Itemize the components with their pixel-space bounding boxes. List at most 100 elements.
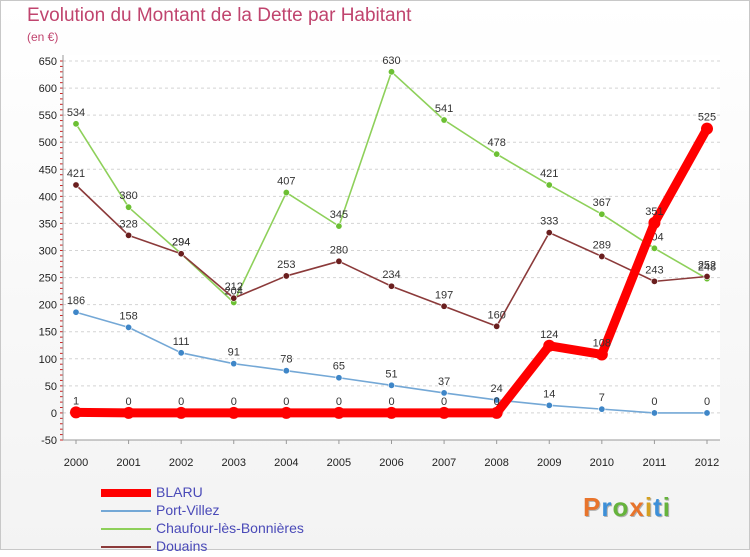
data-label-port-villez: 0 — [651, 396, 657, 408]
data-point-blaru — [701, 122, 713, 135]
data-point-blaru — [175, 406, 188, 419]
data-point-port-villez — [703, 409, 711, 417]
data-label-chaufour-l-s-bonni-res: 541 — [435, 103, 453, 115]
data-label-douains: 421 — [67, 168, 85, 180]
x-tick-label: 2005 — [327, 457, 351, 469]
data-point-port-villez — [72, 308, 80, 316]
data-label-blaru: 0 — [178, 396, 184, 408]
data-point-chaufour-l-s-bonni-res — [125, 203, 133, 211]
legend-swatch — [101, 528, 151, 530]
data-label-chaufour-l-s-bonni-res: 367 — [593, 197, 611, 209]
data-label-chaufour-l-s-bonni-res: 294 — [172, 237, 190, 249]
data-label-port-villez: 0 — [704, 396, 710, 408]
x-tick-label: 2003 — [222, 457, 246, 469]
y-tick-label: 450 — [39, 164, 57, 176]
data-label-blaru: 108 — [593, 337, 611, 349]
data-label-port-villez: 65 — [333, 361, 345, 373]
y-tick-label: 350 — [39, 218, 57, 230]
proxiti-logo: Proxiti — [583, 492, 671, 522]
data-label-blaru: 0 — [441, 396, 447, 408]
x-tick-label: 2007 — [432, 457, 456, 469]
data-point-douains — [703, 272, 711, 280]
data-label-blaru: 525 — [698, 112, 716, 124]
data-label-douains: 197 — [435, 289, 453, 301]
data-label-chaufour-l-s-bonni-res: 478 — [487, 137, 505, 149]
x-tick-label: 2006 — [379, 457, 403, 469]
legend-label: BLARU — [156, 484, 203, 500]
data-point-port-villez — [387, 381, 395, 389]
data-point-douains — [440, 302, 448, 310]
x-tick-label: 2011 — [643, 457, 667, 469]
data-label-port-villez: 37 — [438, 376, 450, 388]
data-label-douains: 234 — [382, 269, 400, 281]
data-point-port-villez — [440, 389, 448, 397]
chart-unit-label: (en €) — [27, 30, 59, 44]
data-label-port-villez: 186 — [67, 295, 85, 307]
data-point-douains — [335, 257, 343, 265]
data-point-blaru — [595, 348, 608, 361]
data-label-port-villez: 78 — [280, 354, 292, 366]
data-label-chaufour-l-s-bonni-res: 380 — [119, 190, 137, 202]
data-point-blaru — [122, 406, 135, 419]
data-label-blaru: 0 — [336, 396, 342, 408]
y-tick-label: 50 — [45, 381, 57, 393]
data-point-blaru — [438, 406, 451, 419]
data-point-douains — [177, 250, 185, 258]
data-point-chaufour-l-s-bonni-res — [493, 150, 501, 158]
data-point-blaru — [648, 216, 661, 229]
y-tick-label: 600 — [39, 83, 57, 95]
data-label-chaufour-l-s-bonni-res: 248 — [698, 262, 716, 274]
y-tick-label: 550 — [39, 110, 57, 122]
data-label-port-villez: 111 — [173, 336, 190, 348]
data-point-port-villez — [335, 374, 343, 382]
y-tick-label: -50 — [41, 435, 57, 447]
data-point-port-villez — [493, 396, 501, 404]
data-label-port-villez: 91 — [228, 347, 240, 359]
data-label-chaufour-l-s-bonni-res: 630 — [382, 55, 400, 67]
data-label-blaru: 0 — [283, 396, 289, 408]
data-label-douains: 289 — [593, 239, 611, 251]
data-point-douains — [387, 282, 395, 290]
data-label-chaufour-l-s-bonni-res: 345 — [330, 209, 348, 221]
plot-area — [63, 55, 720, 440]
data-point-blaru — [490, 406, 503, 419]
data-point-port-villez — [545, 401, 553, 409]
data-label-blaru: 124 — [540, 329, 558, 341]
x-tick-label: 2008 — [484, 457, 508, 469]
data-point-douains — [282, 272, 290, 280]
data-label-douains: 252 — [698, 259, 716, 271]
legend-swatch — [101, 489, 151, 497]
data-label-douains: 160 — [487, 309, 505, 321]
data-label-douains: 212 — [225, 281, 243, 293]
x-tick-label: 2004 — [274, 457, 298, 469]
data-point-port-villez — [125, 323, 133, 331]
data-point-port-villez — [282, 367, 290, 375]
data-point-douains — [230, 294, 238, 302]
data-point-blaru — [70, 406, 82, 419]
data-label-douains: 280 — [330, 244, 348, 256]
data-point-blaru — [332, 406, 345, 419]
legend-label: Douains — [156, 538, 208, 554]
data-point-blaru — [543, 339, 556, 352]
data-label-blaru: 0 — [231, 396, 237, 408]
data-point-douains — [493, 322, 501, 330]
data-point-douains — [545, 229, 553, 237]
data-label-chaufour-l-s-bonni-res: 421 — [540, 168, 558, 180]
data-label-port-villez: 14 — [543, 388, 555, 400]
y-tick-label: 300 — [39, 246, 57, 258]
chart-title: Evolution du Montant de la Dette par Hab… — [27, 5, 412, 26]
y-tick-label: 0 — [51, 408, 57, 420]
data-label-chaufour-l-s-bonni-res: 534 — [67, 107, 85, 119]
y-tick-label: 650 — [39, 56, 57, 68]
data-label-blaru: 351 — [645, 206, 663, 218]
data-point-douains — [125, 231, 133, 239]
data-point-chaufour-l-s-bonni-res — [387, 68, 395, 76]
data-label-douains: 333 — [540, 216, 558, 228]
data-point-chaufour-l-s-bonni-res — [282, 189, 290, 197]
legend-swatch — [101, 546, 151, 548]
data-label-blaru: 0 — [126, 396, 132, 408]
y-tick-label: 150 — [39, 327, 57, 339]
x-tick-label: 2012 — [695, 457, 719, 469]
data-point-port-villez — [230, 360, 238, 368]
